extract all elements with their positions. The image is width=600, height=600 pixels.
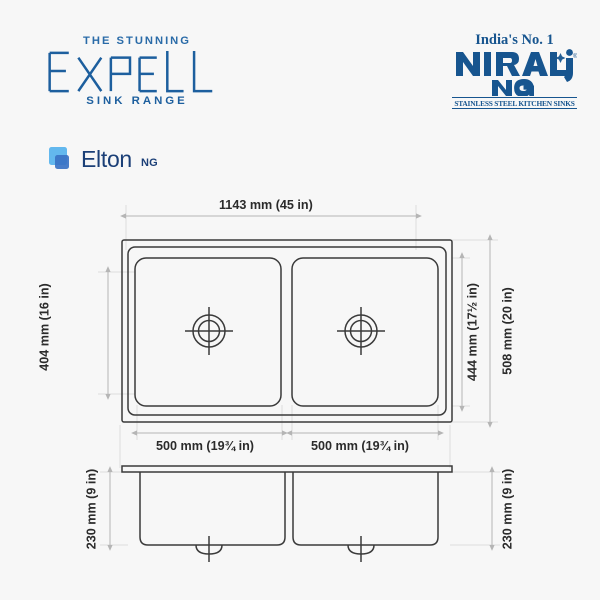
nirali-wordmark-icon: ® — [456, 49, 577, 97]
elton-ng-label: NG — [140, 157, 158, 169]
expell-wordmark-icon — [48, 51, 213, 93]
dim-label-inner-depth: 444 mm (17½ in) — [465, 283, 480, 381]
svg-text:®: ® — [573, 53, 577, 60]
elton-label: Elton — [81, 145, 132, 172]
nirali-brand-logo: India's No. 1 — [452, 32, 577, 110]
plan-inner-rim — [127, 246, 447, 416]
drain-crosshair-icon-right — [337, 307, 385, 355]
elton-product-logo: Elton NG — [48, 146, 158, 172]
drain-crosshair-icon-left — [185, 307, 233, 355]
expell-tagline-top: THE STUNNING — [83, 35, 191, 47]
elevation-rim-flange — [121, 465, 453, 473]
nirali-superline: India's No. 1 — [475, 32, 554, 48]
elevation-view — [121, 465, 453, 562]
elevation-bowl-right — [292, 472, 439, 546]
plan-outer-rim — [121, 239, 453, 423]
dim-label-bowl-depth: 404 mm (16 in) — [37, 283, 52, 371]
dim-label-overall-depth: 508 mm (20 in) — [500, 287, 515, 375]
plan-bowl-left — [134, 257, 282, 407]
extension-lines — [98, 205, 500, 546]
plan-drains — [185, 307, 385, 355]
elton-square-icon — [49, 147, 69, 169]
dim-label-bowl-width-left: 500 mm (19¾ in) — [156, 439, 254, 453]
dim-label-bowl-height-right: 230 mm (9 in) — [500, 468, 515, 550]
plan-view — [121, 239, 453, 423]
elevation-drain-left — [195, 536, 223, 562]
elevation-bowl-left — [139, 472, 286, 546]
elevation-drain-right — [347, 536, 375, 562]
dim-label-overall-width: 1143 mm (45 in) — [219, 198, 313, 212]
dim-label-bowl-width-right: 500 mm (19¾ in) — [311, 439, 409, 453]
expell-brand-logo: THE STUNNING SINK RANGE — [42, 35, 232, 108]
plan-bowl-right — [291, 257, 439, 407]
expell-tagline-bottom: SINK RANGE — [86, 95, 188, 108]
dimension-lines — [105, 213, 495, 551]
nirali-tagline: STAINLESS STEEL KITCHEN SINKS — [452, 97, 577, 110]
dim-label-bowl-height-left: 230 mm (9 in) — [84, 468, 99, 550]
